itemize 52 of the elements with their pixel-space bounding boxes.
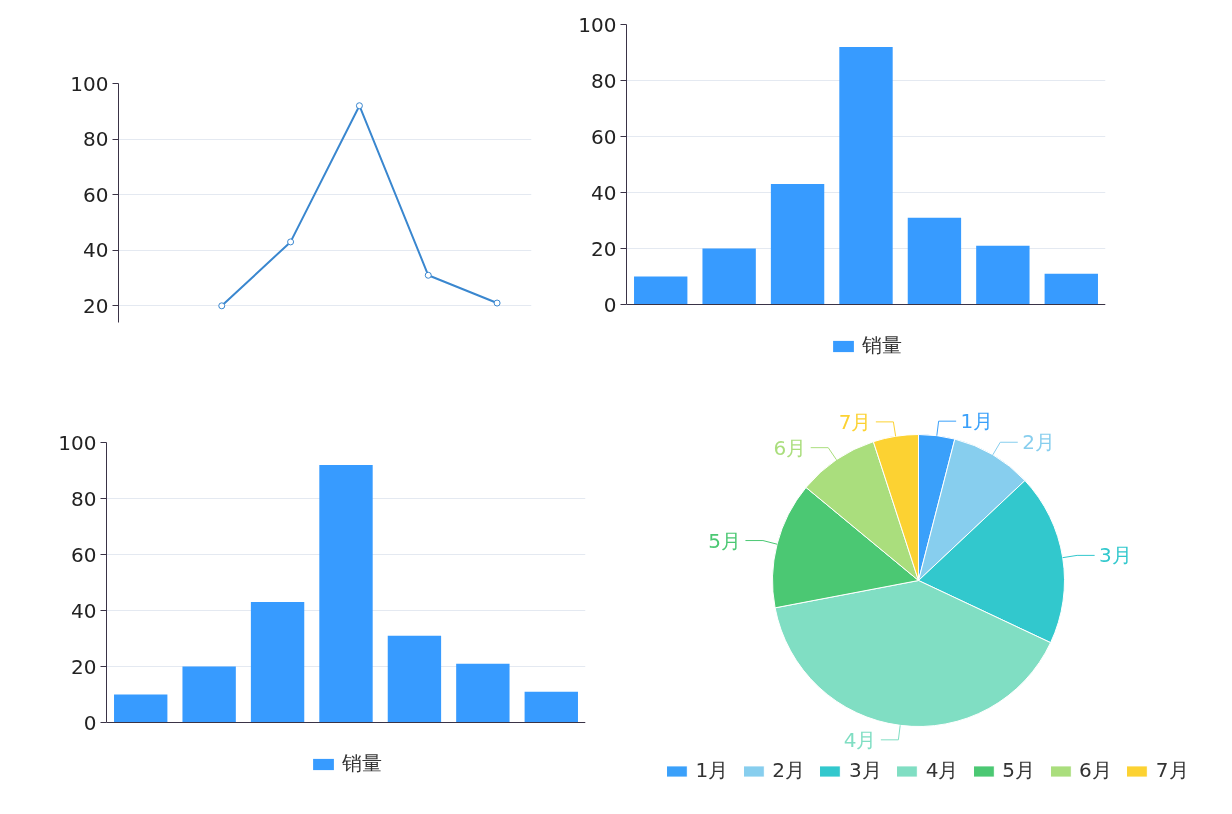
bar: [702, 248, 756, 305]
bar: [907, 217, 962, 305]
bar: [387, 635, 442, 723]
legend-label: 4月: [925, 757, 959, 784]
y-tick-label: 40: [71, 598, 97, 623]
slice-label: 6月: [773, 435, 807, 460]
y-tick-label: 100: [70, 71, 109, 96]
bar: [456, 663, 510, 723]
slice-label: 7月: [838, 409, 872, 434]
legend-label: 销量: [341, 750, 382, 777]
y-tick-label: 20: [71, 654, 97, 679]
slice-label: 4月: [843, 727, 877, 752]
point: [355, 102, 363, 110]
slice-label: 1月: [960, 409, 994, 434]
bar: [524, 691, 578, 723]
bar: [839, 46, 893, 305]
y-tick-label: 20: [83, 293, 109, 318]
point: [287, 238, 295, 246]
point: [424, 271, 432, 279]
legend-label: 5月: [1002, 757, 1036, 784]
bar: [114, 694, 168, 723]
y-tick-label: 40: [83, 238, 109, 263]
legend-label: 2月: [772, 757, 805, 784]
y-tick-label: 100: [58, 430, 97, 455]
bar: [634, 276, 688, 305]
bar: [1044, 273, 1098, 305]
legend-label: 7月: [1155, 757, 1189, 784]
y-tick-label: 100: [578, 12, 617, 37]
y-tick-label: 60: [71, 542, 97, 567]
bar: [976, 245, 1030, 305]
y-tick-label: 80: [71, 486, 97, 511]
y-tick-label: 20: [591, 236, 617, 261]
y-tick-label: 80: [591, 68, 617, 93]
bar: [770, 184, 825, 305]
y-tick-label: 40: [591, 180, 617, 205]
slice-label: 3月: [1099, 543, 1132, 568]
point: [493, 299, 501, 307]
bar: [250, 602, 305, 723]
slice-label: 5月: [708, 528, 742, 553]
y-tick-label: 60: [83, 182, 109, 207]
legend-label: 6月: [1079, 757, 1112, 784]
y-tick-label: 0: [83, 710, 97, 735]
bar: [182, 666, 236, 723]
y-tick-label: 80: [83, 127, 109, 152]
legend-label: 3月: [848, 757, 882, 784]
slice-label: 2月: [1022, 430, 1055, 455]
point: [218, 302, 226, 310]
legend-label: 销量: [861, 332, 902, 359]
legend-label: 1月: [695, 757, 729, 784]
y-tick-label: 0: [603, 292, 617, 317]
bar: [319, 464, 373, 723]
y-tick-label: 60: [591, 124, 617, 149]
